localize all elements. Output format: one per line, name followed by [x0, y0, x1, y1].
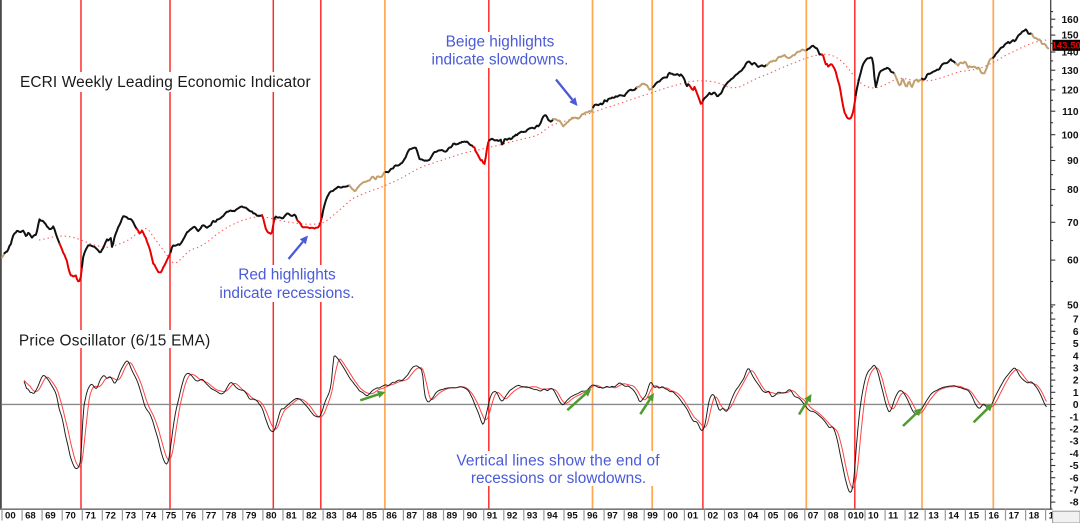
svg-text:140: 140 [1062, 48, 1079, 59]
svg-text:18: 18 [1029, 511, 1040, 522]
svg-text:-8: -8 [1069, 498, 1078, 509]
svg-text:88: 88 [427, 511, 438, 522]
svg-text:98: 98 [627, 511, 638, 522]
svg-text:93: 93 [527, 511, 538, 522]
svg-text:76: 76 [186, 511, 197, 522]
svg-text:78: 78 [226, 511, 237, 522]
svg-text:96: 96 [587, 511, 598, 522]
svg-text:77: 77 [206, 511, 217, 522]
svg-text:07: 07 [808, 511, 819, 522]
svg-text:68: 68 [25, 511, 36, 522]
svg-text:06: 06 [788, 511, 799, 522]
svg-text:81: 81 [286, 511, 297, 522]
svg-text:-3: -3 [1069, 437, 1078, 448]
svg-text:97: 97 [607, 511, 618, 522]
svg-text:72: 72 [105, 511, 116, 522]
svg-text:70: 70 [65, 511, 76, 522]
svg-text:03: 03 [728, 511, 739, 522]
svg-text:-7: -7 [1069, 486, 1078, 497]
svg-text:10: 10 [868, 511, 879, 522]
svg-text:100: 100 [1062, 130, 1079, 141]
svg-text:indicate slowdowns.: indicate slowdowns. [432, 52, 569, 69]
svg-text:17: 17 [1009, 511, 1020, 522]
svg-text:87: 87 [406, 511, 417, 522]
svg-text:Vertical lines show the end of: Vertical lines show the end of [456, 452, 660, 469]
svg-text:92: 92 [507, 511, 518, 522]
svg-text:90: 90 [1067, 156, 1079, 167]
svg-text:08: 08 [828, 511, 839, 522]
svg-text:Price Oscillator (6/15 EMA): Price Oscillator (6/15 EMA) [19, 333, 211, 350]
svg-text:73: 73 [125, 511, 136, 522]
svg-text:143.50: 143.50 [1052, 41, 1080, 52]
svg-text:75: 75 [166, 511, 177, 522]
svg-text:04: 04 [748, 511, 759, 522]
svg-text:80: 80 [266, 511, 277, 522]
svg-text:85: 85 [366, 511, 377, 522]
svg-text:13: 13 [928, 511, 939, 522]
svg-text:05: 05 [768, 511, 779, 522]
svg-text:160: 160 [1062, 15, 1079, 26]
svg-text:6: 6 [1073, 327, 1079, 338]
svg-text:ECRI Weekly Leading Economic I: ECRI Weekly Leading Economic Indicator [20, 74, 311, 91]
svg-text:1: 1 [1073, 388, 1079, 399]
svg-text:02: 02 [708, 511, 719, 522]
svg-text:01: 01 [687, 511, 698, 522]
svg-text:16: 16 [988, 511, 999, 522]
svg-text:71: 71 [85, 511, 96, 522]
svg-text:50: 50 [1067, 301, 1079, 312]
svg-text:14: 14 [948, 511, 959, 522]
svg-text:0: 0 [1073, 400, 1079, 411]
svg-text:-4: -4 [1069, 449, 1078, 460]
svg-text:99: 99 [647, 511, 658, 522]
svg-text:60: 60 [1067, 256, 1079, 267]
svg-text:-2: -2 [1069, 425, 1078, 436]
svg-text:11: 11 [888, 511, 899, 522]
svg-text:2: 2 [1073, 376, 1079, 387]
svg-text:82: 82 [306, 511, 317, 522]
svg-text:1: 1 [1049, 511, 1055, 522]
svg-text:89: 89 [447, 511, 458, 522]
svg-text:5: 5 [1073, 339, 1079, 350]
svg-text:12: 12 [908, 511, 919, 522]
svg-text:-5: -5 [1069, 461, 1078, 472]
svg-text:7: 7 [1073, 315, 1079, 326]
svg-text:recessions or slowdowns.: recessions or slowdowns. [471, 470, 646, 487]
svg-text:94: 94 [547, 511, 558, 522]
svg-text:Red highlights: Red highlights [238, 267, 336, 284]
svg-text:110: 110 [1062, 107, 1079, 118]
svg-text:Beige highlights: Beige highlights [446, 34, 555, 51]
svg-text:indicate recessions.: indicate recessions. [219, 285, 354, 302]
svg-text:4: 4 [1073, 351, 1079, 362]
svg-text:80: 80 [1067, 185, 1079, 196]
svg-text:69: 69 [45, 511, 56, 522]
svg-text:-6: -6 [1069, 473, 1078, 484]
svg-text:00: 00 [667, 511, 678, 522]
svg-text:120: 120 [1062, 86, 1079, 97]
svg-text:74: 74 [146, 511, 157, 522]
svg-text:010: 010 [848, 511, 864, 522]
svg-text:130: 130 [1062, 66, 1079, 77]
svg-text:150: 150 [1062, 31, 1079, 42]
svg-text:86: 86 [386, 511, 397, 522]
svg-text:90: 90 [467, 511, 478, 522]
svg-text:84: 84 [346, 511, 357, 522]
svg-text:79: 79 [246, 511, 257, 522]
svg-text:-1: -1 [1069, 412, 1078, 423]
svg-text:3: 3 [1073, 364, 1079, 375]
svg-text:83: 83 [326, 511, 337, 522]
svg-text:70: 70 [1067, 218, 1079, 229]
svg-text:15: 15 [968, 511, 979, 522]
svg-text:00: 00 [5, 511, 16, 522]
svg-text:95: 95 [567, 511, 578, 522]
svg-text:91: 91 [487, 511, 498, 522]
